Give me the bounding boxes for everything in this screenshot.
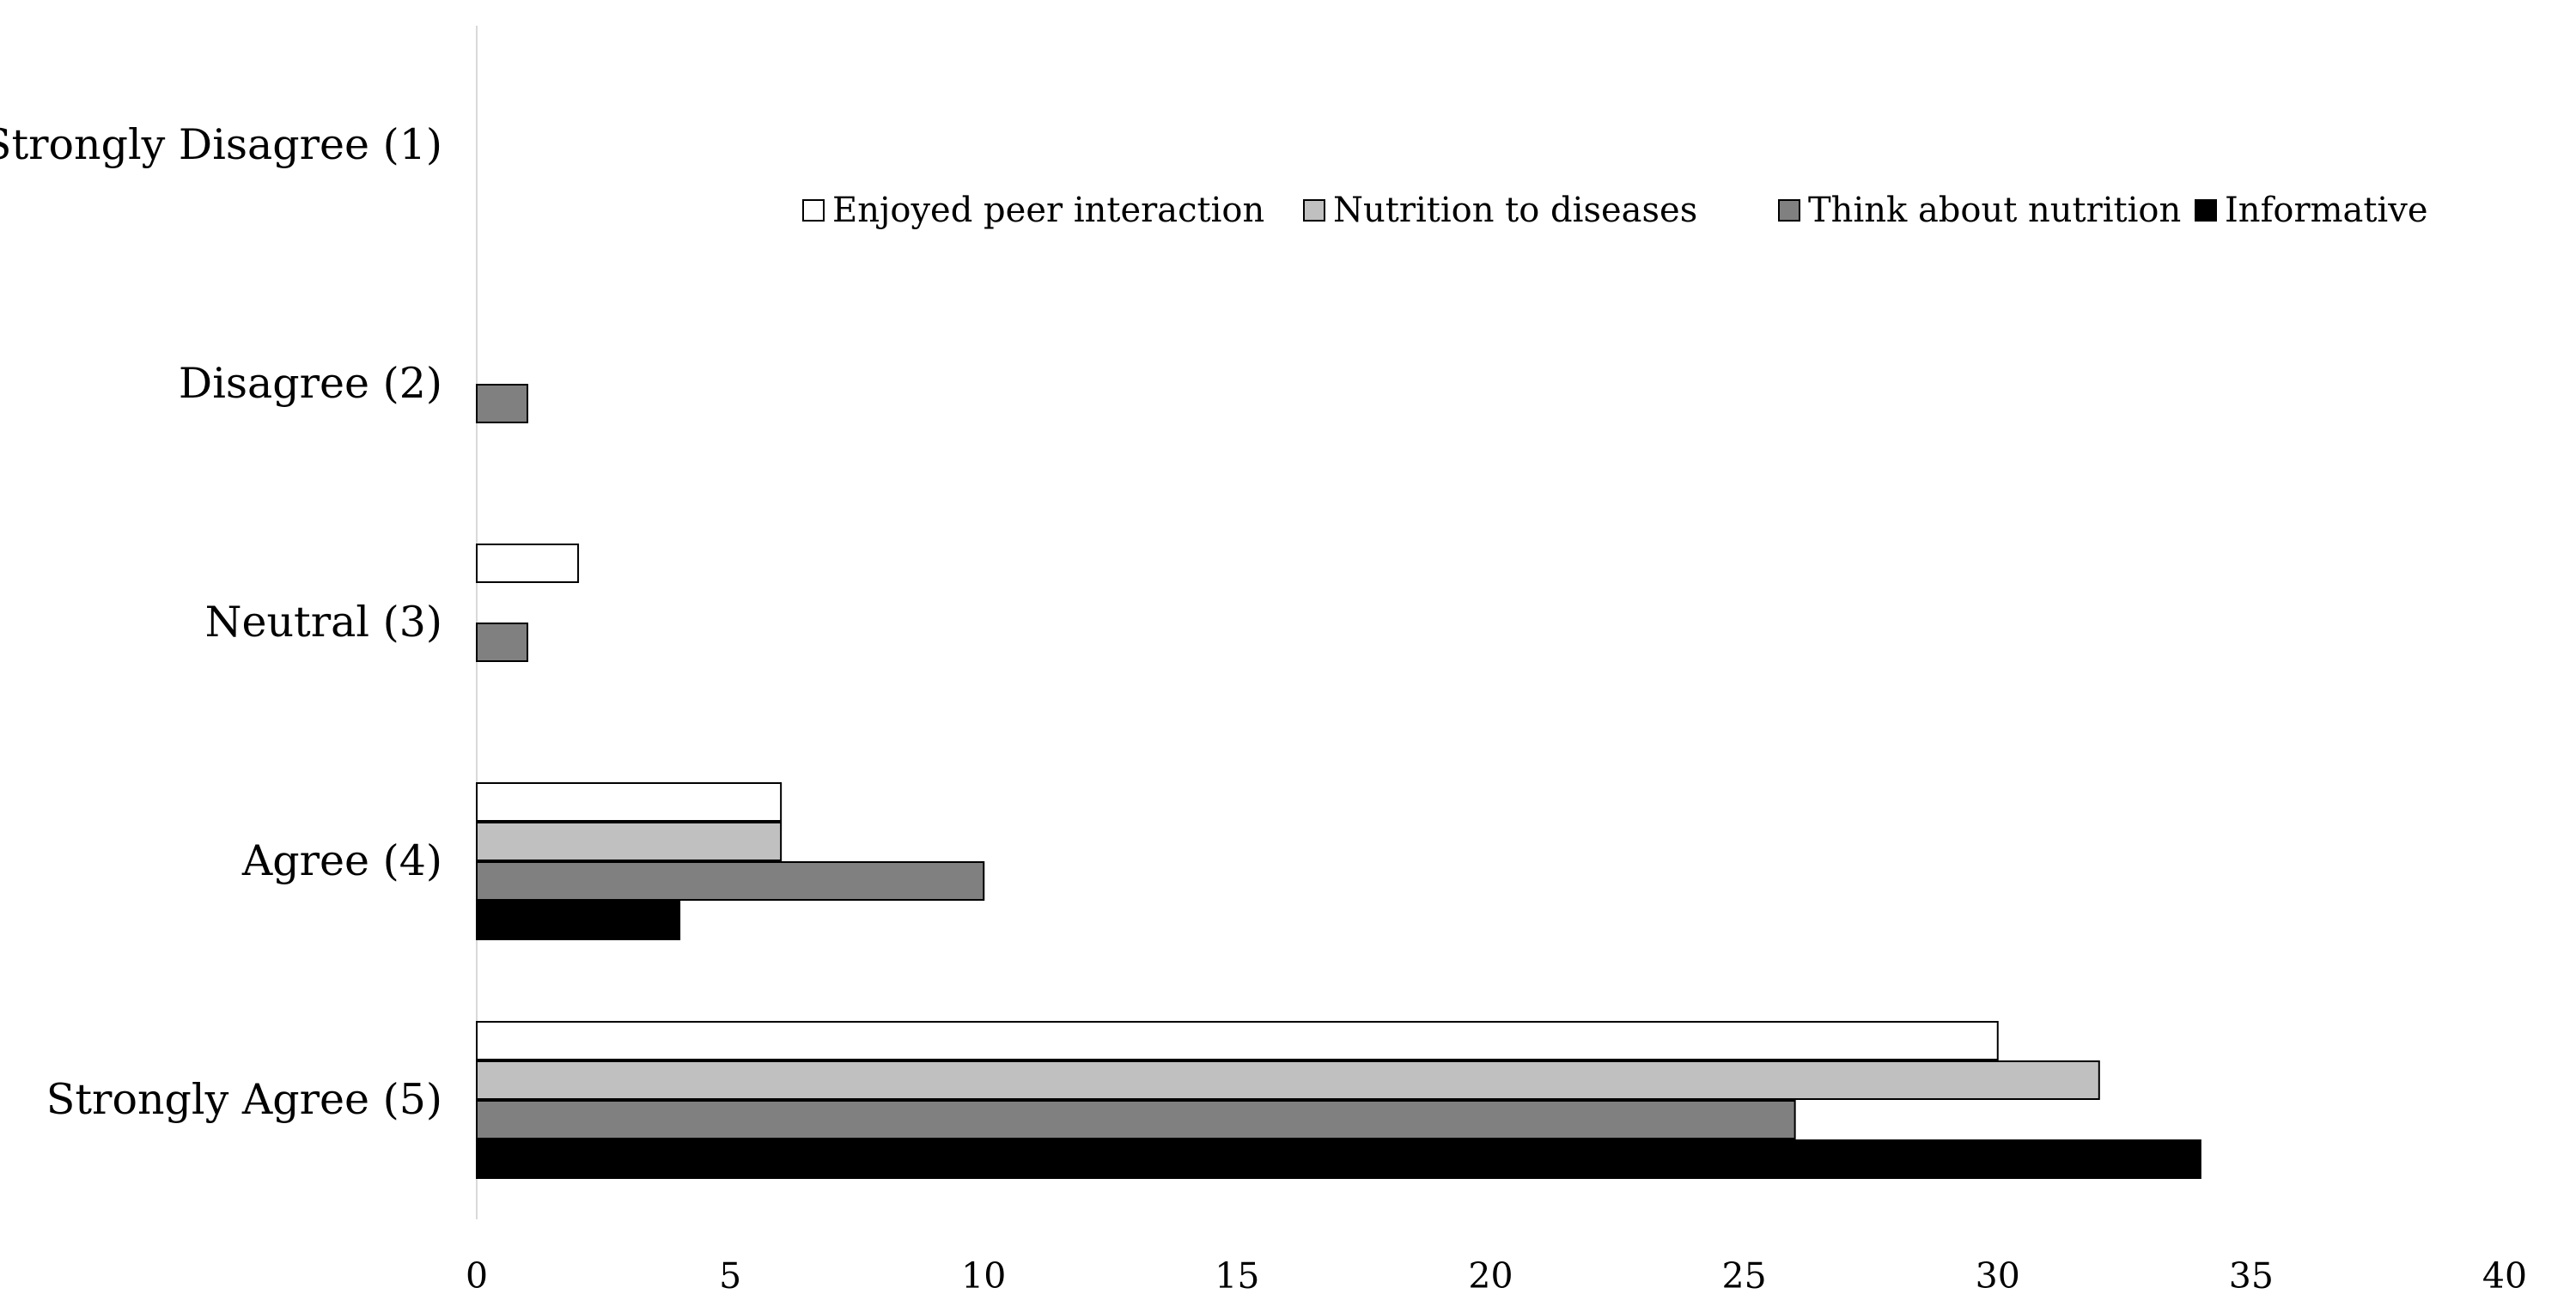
bar: [476, 1100, 1796, 1139]
bar: [476, 901, 681, 940]
bar: [476, 1021, 1999, 1060]
x-tick-label: 5: [719, 1255, 741, 1297]
x-axis-ticks: 0 5 10 15 20 25 30 35 40: [466, 1255, 2527, 1297]
bar: [476, 1139, 2201, 1179]
legend-swatch: [1303, 199, 1325, 222]
bar: [476, 1060, 2100, 1100]
bar: [476, 782, 783, 822]
bar: [476, 822, 783, 861]
category-labels: Strongly Disagree (1) Disagree (2) Neutral…: [0, 120, 442, 1124]
category-label: Disagree (2): [179, 359, 442, 408]
x-tick-label: 10: [961, 1255, 1006, 1297]
x-tick-label: 0: [466, 1255, 488, 1297]
legend-label: Think about nutrition: [1808, 191, 2181, 230]
category-label: Neutral (3): [205, 598, 442, 647]
legend-swatch: [1778, 199, 1800, 222]
legend-label: Nutrition to diseases: [1333, 191, 1697, 230]
x-tick-label: 15: [1215, 1255, 1259, 1297]
category-label: Strongly Agree (5): [46, 1075, 442, 1124]
legend-swatch: [802, 199, 825, 222]
legend-swatch: [2195, 199, 2217, 222]
bar: [476, 623, 529, 662]
bar: [476, 384, 529, 423]
x-tick-label: 25: [1722, 1255, 1767, 1297]
x-tick-label: 35: [2229, 1255, 2274, 1297]
x-tick-label: 20: [1468, 1255, 1513, 1297]
bar: [476, 544, 580, 583]
bars: [476, 384, 2201, 1179]
category-label: Agree (4): [241, 836, 442, 885]
x-tick-label: 30: [1976, 1255, 2020, 1297]
bar: [476, 861, 985, 901]
legend-label: Informative: [2225, 191, 2427, 230]
legend: Enjoyed peer interaction Nutrition to dis…: [802, 191, 2427, 230]
x-tick-label: 40: [2482, 1255, 2527, 1297]
legend-label: Enjoyed peer interaction: [832, 191, 1264, 230]
category-label: Strongly Disagree (1): [0, 120, 442, 169]
